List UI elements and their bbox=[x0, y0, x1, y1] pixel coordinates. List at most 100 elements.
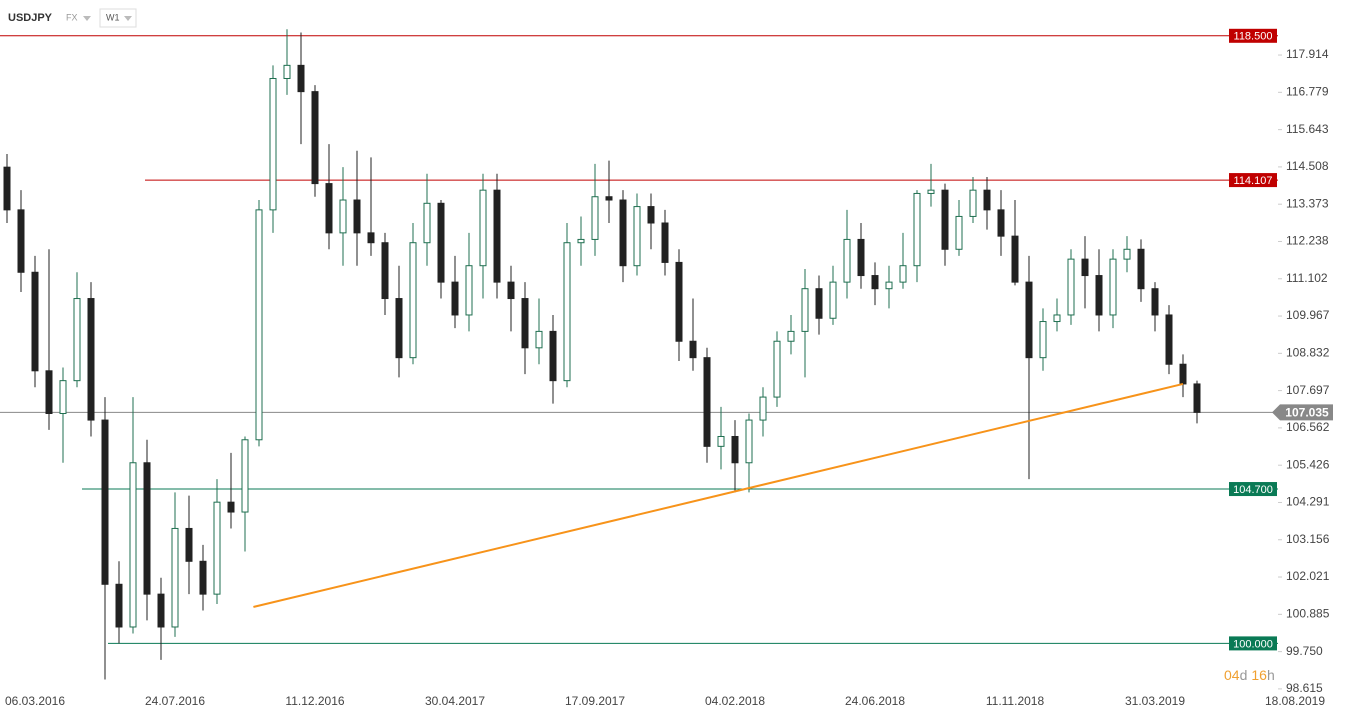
candle-body bbox=[101, 419, 109, 585]
candle-body bbox=[787, 330, 795, 342]
candle-body bbox=[269, 77, 277, 211]
x-tick-label: 24.07.2016 bbox=[145, 694, 205, 708]
x-tick-label: 11.11.2018 bbox=[986, 694, 1045, 708]
candle-body bbox=[1011, 235, 1019, 283]
candle-body bbox=[157, 593, 165, 628]
candle-body bbox=[759, 396, 767, 421]
candle-body bbox=[353, 199, 361, 234]
candle-body bbox=[339, 199, 347, 234]
y-tick-label: 106.562 bbox=[1286, 420, 1330, 434]
candle-body bbox=[969, 189, 977, 217]
candle-body bbox=[17, 209, 25, 273]
candle-body bbox=[871, 275, 879, 290]
candle-body bbox=[367, 232, 375, 244]
y-tick-label: 113.373 bbox=[1286, 196, 1329, 210]
candle-body bbox=[717, 435, 725, 447]
market[interactable]: FX bbox=[66, 12, 78, 22]
candle-body bbox=[591, 196, 599, 240]
candle-body bbox=[801, 288, 809, 332]
y-tick-label: 108.832 bbox=[1286, 346, 1330, 360]
candle-body bbox=[843, 238, 851, 283]
level-label: 118.500 bbox=[1234, 31, 1273, 43]
candle-body bbox=[703, 357, 711, 447]
candle-body bbox=[59, 380, 67, 414]
candle-body bbox=[213, 501, 221, 595]
candle-body bbox=[227, 501, 235, 513]
interval[interactable]: W1 bbox=[106, 12, 120, 22]
candle-body bbox=[241, 439, 249, 513]
countdown-days: 04 bbox=[1224, 667, 1240, 683]
y-tick-label: 98.615 bbox=[1286, 681, 1323, 695]
countdown-h: h bbox=[1267, 667, 1275, 683]
x-tick-label: 18.08.2019 bbox=[1265, 694, 1325, 708]
candle-body bbox=[395, 298, 403, 359]
candle-body bbox=[535, 330, 543, 349]
candle-body bbox=[1123, 248, 1131, 260]
candle-body bbox=[773, 340, 781, 398]
y-tick-label: 100.885 bbox=[1286, 607, 1330, 621]
candle-body bbox=[1067, 258, 1075, 316]
plot: 117.914 116.779 115.643 114.508 113.373 112.2… bbox=[0, 28, 1333, 708]
candle-body bbox=[409, 242, 417, 359]
last-price-label: 107.035 bbox=[1285, 406, 1329, 420]
dropdown-arrow[interactable] bbox=[124, 16, 132, 21]
level-tag bbox=[1229, 173, 1277, 188]
x-tick-label: 04.02.2018 bbox=[705, 694, 765, 708]
candle-body bbox=[927, 189, 935, 194]
candle-body bbox=[913, 192, 921, 267]
y-tick-label: 109.967 bbox=[1286, 308, 1330, 322]
candle-body bbox=[493, 189, 501, 283]
candle-body bbox=[3, 166, 11, 211]
candle-body bbox=[1137, 248, 1145, 290]
candle-body bbox=[1025, 281, 1033, 359]
y-tick-label: 102.021 bbox=[1286, 569, 1330, 583]
candle-body bbox=[899, 265, 907, 283]
level-label: 100.000 bbox=[1233, 638, 1273, 650]
candle-body bbox=[605, 196, 613, 201]
candle-body bbox=[479, 189, 487, 267]
trendline bbox=[253, 382, 1184, 608]
candle-body bbox=[87, 298, 95, 421]
candle-body bbox=[689, 340, 697, 359]
candle-body bbox=[381, 242, 389, 300]
candle-body bbox=[997, 209, 1005, 237]
level-tag bbox=[1229, 636, 1277, 651]
countdown-hours: 16 bbox=[1251, 667, 1267, 683]
candle-body bbox=[633, 206, 641, 267]
y-tick-label: 112.238 bbox=[1286, 234, 1329, 248]
x-tick-label: 24.06.2018 bbox=[845, 694, 905, 708]
candle-body bbox=[619, 199, 627, 267]
candle-body bbox=[255, 209, 263, 441]
symbol[interactable]: USDJPY bbox=[8, 12, 53, 24]
candle-body bbox=[1151, 288, 1159, 316]
y-tick-label: 111.102 bbox=[1286, 271, 1328, 285]
y-tick-label: 115.643 bbox=[1286, 122, 1329, 136]
candle-body bbox=[1095, 275, 1103, 316]
candle-body bbox=[521, 298, 529, 349]
level-label: 114.107 bbox=[1234, 175, 1273, 187]
candle-body bbox=[885, 281, 893, 290]
candle-body bbox=[829, 281, 837, 319]
y-tick-label: 104.291 bbox=[1286, 495, 1330, 509]
candle-body bbox=[297, 64, 305, 93]
candle-body bbox=[857, 238, 865, 277]
candle-body bbox=[815, 288, 823, 319]
candle-body bbox=[1053, 314, 1061, 323]
y-tick-label: 105.426 bbox=[1286, 457, 1330, 471]
candle-body bbox=[1165, 314, 1173, 365]
x-tick-label: 11.12.2016 bbox=[285, 694, 344, 708]
last-price-tag bbox=[1272, 404, 1333, 421]
candle-body bbox=[437, 202, 445, 283]
y-tick-label: 107.697 bbox=[1286, 383, 1330, 397]
candle-body bbox=[1193, 383, 1201, 413]
y-tick-label: 116.779 bbox=[1286, 84, 1329, 98]
interval-box[interactable] bbox=[99, 8, 137, 28]
candle-body bbox=[1179, 363, 1187, 385]
candle-body bbox=[941, 189, 949, 250]
level-tag bbox=[1229, 482, 1277, 497]
candle-body bbox=[423, 202, 431, 244]
candle-body bbox=[563, 242, 571, 382]
level-tag bbox=[1229, 28, 1277, 43]
dropdown-arrow[interactable] bbox=[83, 16, 91, 21]
candle-body bbox=[199, 560, 207, 595]
